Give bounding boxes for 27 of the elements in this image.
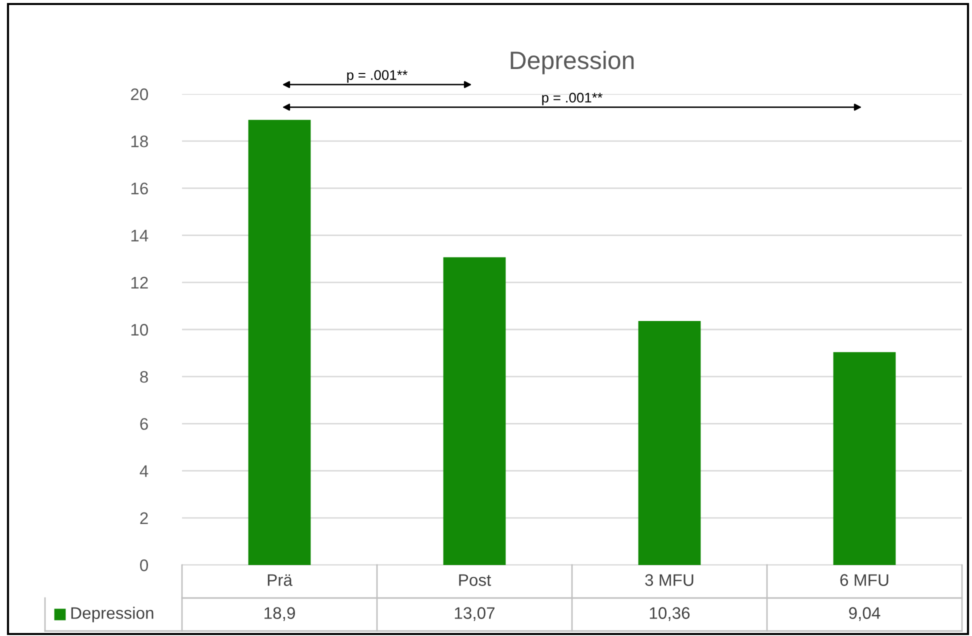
data-label: 18,9 [264, 607, 295, 621]
bar [833, 352, 896, 565]
bar [638, 321, 701, 565]
bar [248, 120, 311, 565]
text: p = .001** [347, 70, 408, 83]
y-tick-label: 0 [140, 559, 148, 572]
y-tick-label: 16 [131, 182, 148, 194]
y-tick-label: 14 [131, 230, 148, 242]
y-tick-label: 18 [131, 136, 148, 148]
y-tick-label: 20 [130, 88, 148, 100]
x-tick-label: 3 MFU [645, 574, 694, 586]
data-label: 10,36 [650, 607, 690, 621]
y-tick-label: 4 [140, 465, 148, 477]
data-label: 9,04 [849, 607, 880, 621]
data-label: 13,07 [454, 607, 495, 621]
x-tick-label: Post [459, 574, 492, 586]
y-tick-label: 10 [131, 324, 148, 336]
annotation: p = .001** [542, 92, 602, 106]
x-tick-label: Prä [268, 574, 292, 586]
y-tick-label: 8 [140, 371, 148, 383]
chart-title: Depression [510, 50, 634, 74]
x-tick-label: 6 MFU [840, 574, 888, 586]
y-tick-label: 12 [131, 276, 148, 288]
y-tick-label: 2 [140, 512, 148, 524]
legend-label: Depression [71, 606, 154, 622]
y-tick-label: 6 [140, 418, 148, 430]
bar [443, 257, 506, 565]
